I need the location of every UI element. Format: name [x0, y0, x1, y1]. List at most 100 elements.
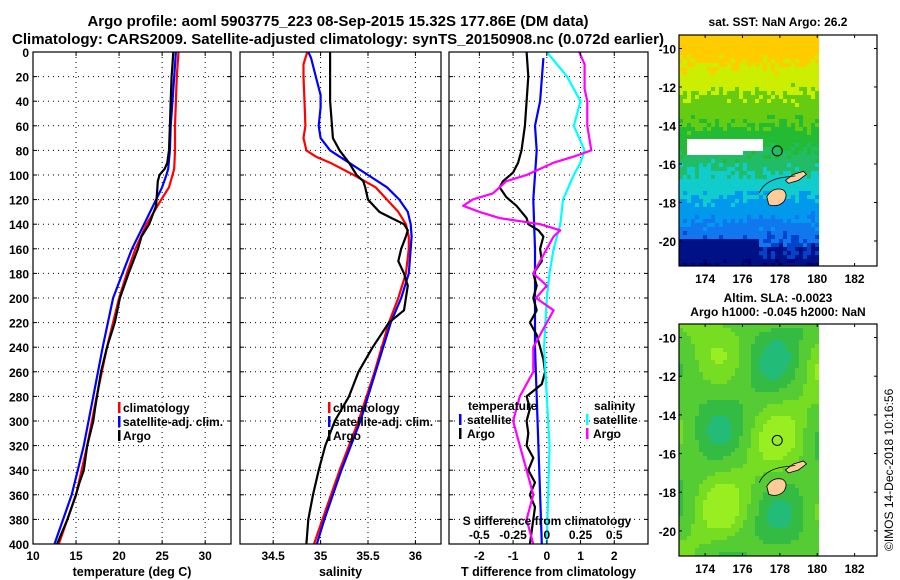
heatmap-cell	[719, 35, 723, 39]
heatmap-cell	[795, 239, 799, 243]
heatmap-cell	[703, 528, 707, 532]
heatmap-cell	[731, 496, 735, 500]
heatmap-cell	[759, 404, 763, 408]
heatmap-cell	[743, 504, 747, 508]
heatmap-cell	[687, 79, 691, 83]
heatmap-cell	[755, 123, 759, 127]
heatmap-cell	[703, 424, 707, 428]
heatmap-cell	[767, 520, 771, 524]
heatmap-cell	[799, 408, 803, 412]
heatmap-cell	[699, 43, 703, 47]
heatmap-cell	[699, 179, 703, 183]
heatmap-cell	[775, 340, 779, 344]
heatmap-cell	[759, 528, 763, 532]
heatmap-cell	[759, 344, 763, 348]
heatmap-cell	[695, 372, 699, 376]
heatmap-cell	[787, 255, 791, 259]
heatmap-cell	[799, 436, 803, 440]
heatmap-cell	[691, 211, 695, 215]
heatmap-cell	[683, 404, 687, 408]
heatmap-cell	[695, 376, 699, 380]
heatmap-cell	[811, 159, 815, 163]
heatmap-cell	[695, 456, 699, 460]
heatmap-cell	[803, 119, 807, 123]
heatmap-cell	[711, 436, 715, 440]
heatmap-cell	[759, 91, 763, 95]
heatmap-cell	[783, 332, 787, 336]
heatmap-cell	[747, 416, 751, 420]
heatmap-cell	[771, 408, 775, 412]
heatmap-cell	[731, 91, 735, 95]
heatmap-cell	[687, 360, 691, 364]
heatmap-cell	[679, 468, 683, 472]
heatmap-cell	[807, 376, 811, 380]
heatmap-cell	[751, 496, 755, 500]
heatmap-cell	[751, 243, 755, 247]
heatmap-cell	[807, 380, 811, 384]
heatmap-cell	[759, 440, 763, 444]
heatmap-cell	[743, 476, 747, 480]
heatmap-cell	[715, 376, 719, 380]
lat-tick-label: -20	[659, 235, 677, 249]
heatmap-cell	[763, 199, 767, 203]
heatmap-cell	[771, 352, 775, 356]
heatmap-cell	[751, 540, 755, 544]
heatmap-cell	[739, 207, 743, 211]
heatmap-cell	[723, 452, 727, 456]
heatmap-cell	[747, 340, 751, 344]
heatmap-cell	[735, 536, 739, 540]
heatmap-cell	[747, 444, 751, 448]
heatmap-cell	[731, 364, 735, 368]
heatmap-cell	[779, 143, 783, 147]
heatmap-cell	[679, 135, 683, 139]
heatmap-cell	[723, 67, 727, 71]
heatmap-cell	[715, 364, 719, 368]
heatmap-cell	[755, 408, 759, 412]
heatmap-cell	[803, 412, 807, 416]
heatmap-cell	[775, 143, 779, 147]
heatmap-cell	[803, 47, 807, 51]
heatmap-cell	[771, 504, 775, 508]
heatmap-cell	[811, 476, 815, 480]
heatmap-cell	[755, 328, 759, 332]
heatmap-cell	[763, 460, 767, 464]
heatmap-cell	[759, 552, 763, 556]
heatmap-cell	[759, 504, 763, 508]
heatmap-cell	[695, 167, 699, 171]
heatmap-cell	[683, 540, 687, 544]
heatmap-cell	[683, 472, 687, 476]
heatmap-cell	[739, 336, 743, 340]
heatmap-cell	[763, 119, 767, 123]
heatmap-cell	[799, 87, 803, 91]
heatmap-cell	[715, 452, 719, 456]
heatmap-cell	[803, 151, 807, 155]
heatmap-cell	[763, 263, 767, 266]
heatmap-cell	[815, 75, 819, 79]
heatmap-cell	[799, 207, 803, 211]
heatmap-cell	[775, 119, 779, 123]
heatmap-cell	[699, 123, 703, 127]
heatmap-cell	[735, 404, 739, 408]
heatmap-cell	[699, 428, 703, 432]
heatmap-cell	[751, 548, 755, 552]
heatmap-cell	[711, 356, 715, 360]
secondary-axis-label: S difference from climatology	[463, 514, 632, 528]
heatmap-cell	[807, 215, 811, 219]
heatmap-cell	[755, 516, 759, 520]
heatmap-cell	[807, 63, 811, 67]
heatmap-cell	[731, 528, 735, 532]
heatmap-cell	[683, 167, 687, 171]
heatmap-cell	[735, 255, 739, 259]
heatmap-cell	[755, 199, 759, 203]
heatmap-cell	[679, 99, 683, 103]
heatmap-cell	[711, 55, 715, 59]
heatmap-cell	[703, 119, 707, 123]
heatmap-cell	[815, 428, 819, 432]
heatmap-cell	[755, 159, 759, 163]
heatmap-cell	[787, 123, 791, 127]
heatmap-cell	[723, 171, 727, 175]
heatmap-cell	[751, 372, 755, 376]
heatmap-cell	[679, 255, 683, 259]
heatmap-cell	[803, 328, 807, 332]
heatmap-cell	[799, 368, 803, 372]
